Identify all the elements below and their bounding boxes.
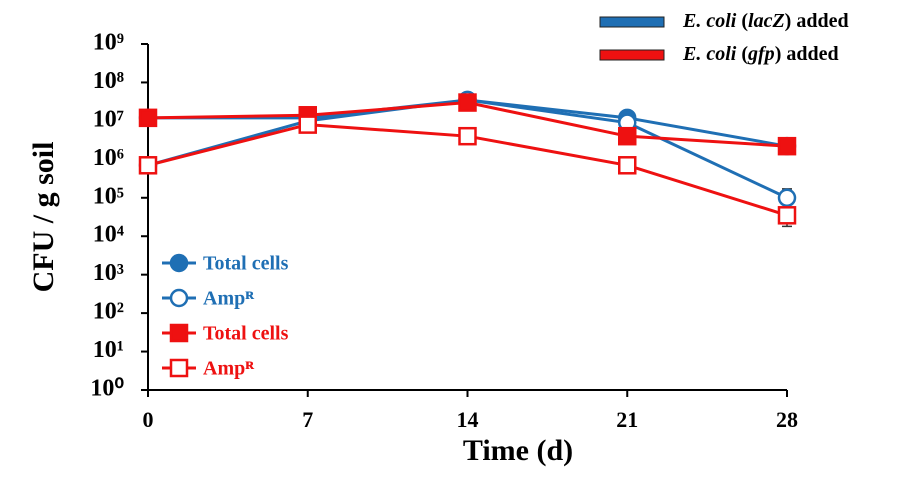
group-legend-text: ( [736, 10, 748, 32]
data-point [138, 108, 158, 128]
data-point [298, 115, 317, 134]
legend-label: Ampᴿ [203, 288, 255, 310]
group-legend-label: E. coli (gfp) added [682, 43, 839, 65]
legend-label: Ampᴿ [203, 358, 255, 380]
y-tick-label: 10⁶ [93, 145, 124, 171]
x-tick-label: 21 [616, 407, 638, 432]
x-axis-label: Time (d) [463, 434, 573, 467]
group-legend-text: lacZ [748, 10, 785, 32]
data-point [458, 126, 477, 146]
legend-label: Total cells [203, 323, 289, 345]
y-axis-label: CFU / g soil [27, 142, 60, 293]
group-legend-text: gfp [747, 43, 775, 65]
group-legend-text: E. coli [682, 10, 737, 32]
data-point [138, 156, 158, 175]
group-legend-swatch [599, 49, 665, 61]
legend-label: Total cells [203, 253, 289, 275]
data-point [458, 93, 477, 112]
y-tick-label: 10¹ [93, 337, 124, 363]
legend-marker [169, 288, 189, 308]
data-point [777, 188, 797, 208]
data-point [618, 126, 637, 146]
data-point [777, 136, 797, 156]
y-tick-label: 10⁵ [93, 183, 124, 209]
group-legend-text: ) added [775, 43, 839, 65]
x-tick-label: 28 [776, 407, 798, 432]
group-legend-text: ( [736, 43, 748, 65]
y-tick-label: 10⁴ [93, 222, 124, 248]
legend-marker [169, 253, 189, 273]
x-tick-label: 7 [302, 407, 313, 432]
data-point [777, 206, 797, 225]
x-tick-label: 14 [457, 407, 479, 432]
y-tick-label: 10³ [93, 260, 124, 286]
y-tick-label: 10⁷ [93, 106, 124, 132]
y-tick-label: 10² [93, 299, 124, 325]
group-legend-text: E. coli [682, 43, 737, 65]
y-tick-label: 10⁹ [93, 30, 124, 56]
series-line [147, 98, 788, 200]
group-legend-swatch [599, 16, 665, 28]
data-point [618, 156, 637, 175]
group-legend-text: ) added [785, 10, 849, 32]
x-tick-label: 0 [143, 407, 154, 432]
group-legend-label: E. coli (lacZ) added [682, 10, 849, 32]
y-tick-label: 10⁰ [90, 376, 124, 402]
legend-marker [169, 358, 189, 378]
y-tick-label: 10⁸ [93, 68, 124, 94]
legend-marker [169, 323, 189, 343]
